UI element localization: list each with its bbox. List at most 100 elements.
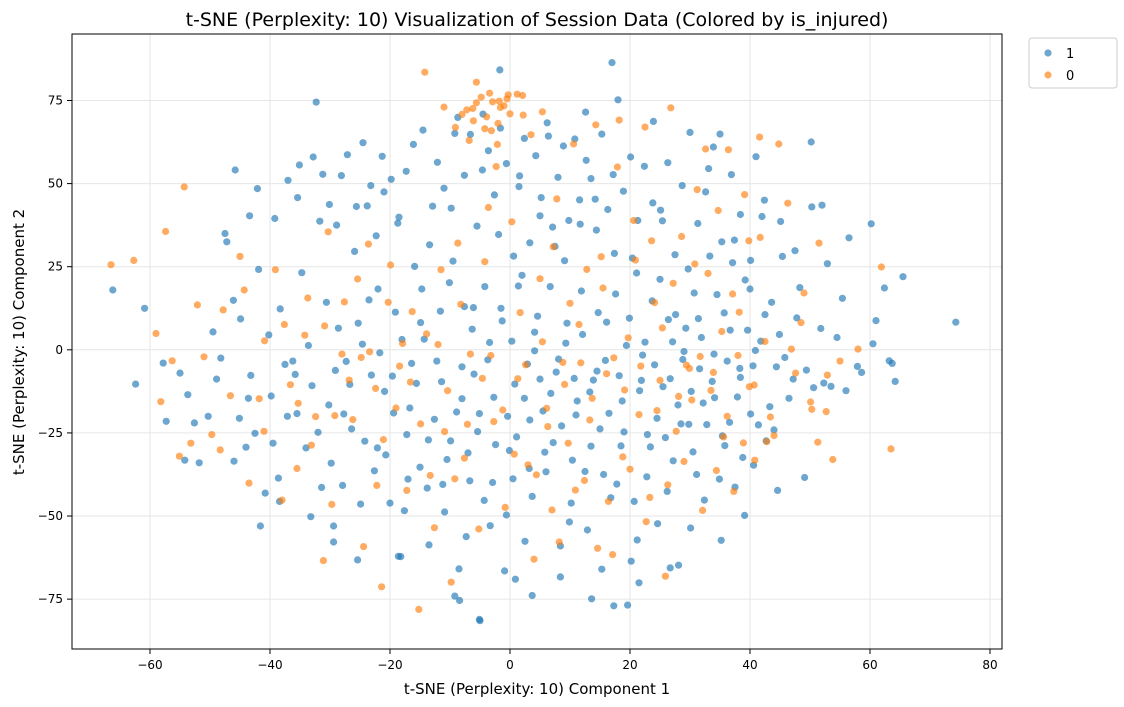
data-point-series-0 bbox=[766, 413, 775, 421]
data-point-series-0 bbox=[854, 345, 862, 353]
data-point-series-1 bbox=[559, 142, 568, 150]
data-point-series-0 bbox=[379, 436, 387, 444]
data-point-series-0 bbox=[162, 227, 170, 236]
data-point-series-0 bbox=[454, 239, 462, 247]
data-point-series-0 bbox=[430, 524, 438, 532]
data-point-series-0 bbox=[255, 395, 263, 403]
data-point-series-0 bbox=[836, 357, 844, 365]
data-point-series-1 bbox=[419, 126, 427, 134]
data-point-series-1 bbox=[304, 341, 312, 350]
data-point-series-1 bbox=[295, 161, 303, 169]
data-point-series-0 bbox=[280, 320, 288, 329]
data-point-series-1 bbox=[598, 130, 606, 138]
data-point-series-0 bbox=[678, 232, 686, 241]
data-point-series-1 bbox=[952, 318, 960, 326]
data-point-series-0 bbox=[493, 140, 501, 148]
data-point-series-1 bbox=[429, 202, 437, 210]
data-point-series-0 bbox=[784, 199, 792, 207]
data-point-series-1 bbox=[508, 337, 516, 345]
data-point-series-1 bbox=[229, 296, 237, 304]
data-point-series-1 bbox=[627, 153, 635, 161]
data-point-series-1 bbox=[528, 492, 536, 500]
data-point-series-1 bbox=[244, 394, 252, 402]
data-point-series-0 bbox=[522, 361, 530, 369]
data-point-series-1 bbox=[694, 315, 703, 323]
data-point-series-0 bbox=[226, 392, 234, 400]
data-point-series-0 bbox=[658, 324, 667, 332]
data-point-series-0 bbox=[387, 261, 395, 269]
data-point-series-1 bbox=[352, 202, 360, 211]
data-point-series-1 bbox=[486, 338, 494, 347]
data-point-series-0 bbox=[495, 97, 503, 105]
x-tick-label: 0 bbox=[506, 658, 514, 672]
data-point-series-0 bbox=[543, 404, 551, 412]
data-point-series-1 bbox=[440, 184, 448, 192]
data-point-series-1 bbox=[271, 214, 279, 223]
data-point-series-1 bbox=[675, 561, 683, 569]
data-point-series-0 bbox=[597, 253, 605, 261]
data-point-series-0 bbox=[496, 103, 504, 112]
data-point-series-1 bbox=[466, 477, 474, 485]
data-point-series-1 bbox=[132, 380, 140, 388]
data-point-series-0 bbox=[366, 348, 374, 356]
data-point-series-0 bbox=[787, 345, 796, 353]
data-point-series-1 bbox=[141, 304, 149, 312]
data-point-series-0 bbox=[457, 300, 465, 308]
data-point-series-1 bbox=[752, 153, 760, 161]
data-point-series-1 bbox=[521, 537, 529, 545]
data-point-series-0 bbox=[549, 243, 557, 251]
data-point-series-1 bbox=[703, 421, 711, 429]
data-point-series-1 bbox=[706, 252, 714, 260]
data-point-series-0 bbox=[524, 461, 532, 469]
data-point-series-0 bbox=[463, 106, 471, 114]
data-point-series-1 bbox=[572, 411, 580, 419]
data-point-series-0 bbox=[193, 301, 201, 309]
data-point-series-1 bbox=[380, 188, 388, 196]
data-point-series-1 bbox=[739, 453, 747, 462]
data-point-series-0 bbox=[180, 183, 188, 191]
data-point-series-0 bbox=[564, 439, 572, 447]
data-point-series-1 bbox=[475, 410, 483, 418]
data-point-series-1 bbox=[394, 219, 402, 227]
data-point-series-1 bbox=[190, 419, 198, 427]
data-point-series-1 bbox=[511, 575, 519, 583]
data-point-series-0 bbox=[667, 104, 675, 112]
data-point-series-1 bbox=[573, 397, 581, 405]
data-point-series-0 bbox=[807, 398, 815, 406]
data-point-series-1 bbox=[793, 314, 801, 322]
data-point-series-1 bbox=[690, 289, 698, 297]
data-point-series-1 bbox=[808, 203, 816, 211]
data-point-series-1 bbox=[231, 166, 239, 174]
data-point-series-0 bbox=[328, 500, 336, 508]
data-point-series-1 bbox=[330, 538, 338, 546]
data-point-series-1 bbox=[235, 414, 243, 422]
data-point-series-1 bbox=[649, 117, 658, 125]
data-point-series-1 bbox=[526, 239, 534, 247]
data-point-series-1 bbox=[486, 522, 494, 530]
data-point-series-1 bbox=[475, 615, 483, 624]
data-point-series-1 bbox=[669, 457, 677, 465]
data-point-series-1 bbox=[403, 431, 411, 439]
data-point-series-1 bbox=[700, 496, 709, 504]
data-point-series-0 bbox=[293, 464, 301, 473]
data-point-series-1 bbox=[601, 356, 610, 364]
data-point-series-1 bbox=[439, 480, 447, 488]
data-point-series-0 bbox=[489, 98, 497, 106]
data-point-series-0 bbox=[152, 329, 160, 338]
data-point-series-1 bbox=[833, 333, 841, 342]
data-point-series-0 bbox=[530, 555, 538, 563]
grid-lines bbox=[72, 34, 1002, 649]
data-point-series-1 bbox=[565, 518, 574, 526]
data-point-series-1 bbox=[689, 448, 697, 456]
data-point-series-1 bbox=[436, 307, 444, 315]
data-point-series-0 bbox=[345, 376, 353, 384]
data-point-series-1 bbox=[736, 210, 745, 219]
data-point-series-1 bbox=[656, 275, 664, 283]
data-point-series-1 bbox=[709, 143, 718, 151]
data-point-series-1 bbox=[294, 194, 302, 202]
data-point-series-1 bbox=[406, 404, 414, 412]
data-point-series-0 bbox=[624, 334, 632, 342]
data-point-series-1 bbox=[246, 212, 254, 220]
data-point-series-1 bbox=[679, 355, 687, 364]
data-point-series-1 bbox=[365, 296, 373, 304]
